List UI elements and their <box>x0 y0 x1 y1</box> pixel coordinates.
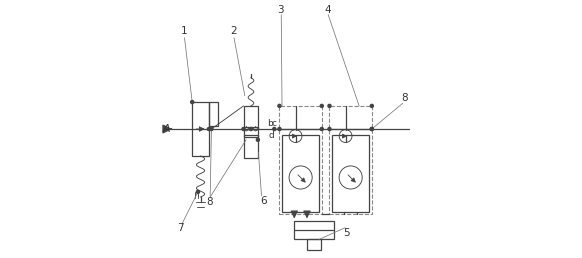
Circle shape <box>207 127 211 131</box>
Text: 7: 7 <box>178 223 184 233</box>
Text: 2: 2 <box>230 27 237 36</box>
Bar <box>307 239 321 249</box>
Text: 1: 1 <box>180 27 187 36</box>
Circle shape <box>328 104 331 107</box>
Text: 5: 5 <box>343 228 349 238</box>
Circle shape <box>197 190 200 194</box>
Circle shape <box>320 104 324 107</box>
Text: b: b <box>267 119 272 128</box>
Text: 3: 3 <box>278 5 284 15</box>
Text: A: A <box>162 124 170 134</box>
Circle shape <box>210 127 213 131</box>
Bar <box>209 102 218 126</box>
Circle shape <box>278 127 281 131</box>
Bar <box>329 106 372 214</box>
Circle shape <box>328 127 331 131</box>
Bar <box>332 135 369 212</box>
Circle shape <box>370 127 374 131</box>
Circle shape <box>370 104 374 107</box>
Text: d: d <box>269 131 275 140</box>
Circle shape <box>256 138 260 141</box>
Text: c: c <box>272 119 277 128</box>
Bar <box>243 135 258 158</box>
Circle shape <box>242 127 245 131</box>
Bar <box>294 221 334 239</box>
Text: 8: 8 <box>401 93 408 103</box>
Bar <box>192 102 209 156</box>
Text: 6: 6 <box>260 196 267 206</box>
Text: 4: 4 <box>324 5 331 15</box>
Text: 8: 8 <box>206 197 212 207</box>
Circle shape <box>278 104 281 107</box>
Circle shape <box>370 127 374 131</box>
Bar <box>279 106 322 214</box>
Circle shape <box>250 127 253 131</box>
Circle shape <box>320 127 324 131</box>
Bar <box>243 127 258 137</box>
Bar <box>282 135 320 212</box>
Circle shape <box>191 101 194 104</box>
Bar <box>243 106 258 129</box>
Circle shape <box>273 127 276 131</box>
